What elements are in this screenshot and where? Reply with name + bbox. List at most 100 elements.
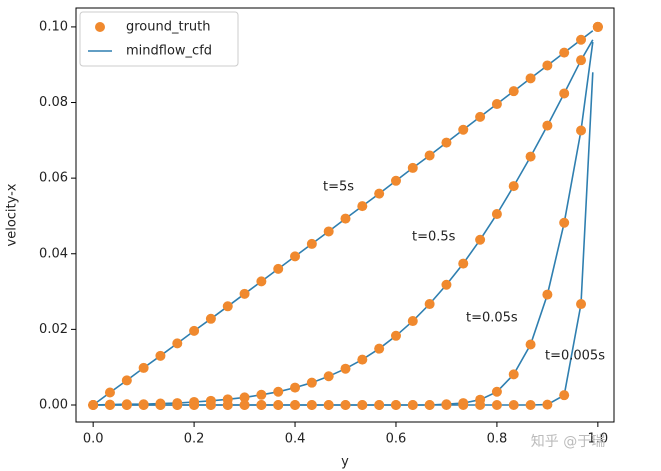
truth-point (172, 399, 183, 410)
truth-point (104, 399, 115, 410)
truth-point (189, 325, 200, 336)
truth-point (222, 399, 233, 410)
y-tick-label: 0.08 (39, 95, 68, 110)
truth-point (290, 251, 301, 262)
truth-point (205, 399, 216, 410)
truth-point (290, 382, 301, 393)
truth-point (323, 399, 334, 410)
truth-point (592, 21, 603, 32)
curve-annotation: t=0.5s (412, 230, 456, 245)
truth-point (104, 387, 115, 398)
truth-point (542, 120, 553, 131)
truth-point (374, 188, 385, 199)
truth-point (441, 279, 452, 290)
truth-point (559, 217, 570, 228)
truth-point (424, 299, 435, 310)
truth-point (273, 263, 284, 274)
truth-point (525, 399, 536, 410)
truth-point (222, 301, 233, 312)
truth-point (306, 238, 317, 249)
truth-point (239, 288, 250, 299)
x-tick-label: 0.6 (386, 432, 407, 447)
truth-point (138, 399, 149, 410)
truth-point (390, 399, 401, 410)
truth-point (290, 399, 301, 410)
truth-point (189, 399, 200, 410)
truth-point (374, 343, 385, 354)
truth-point (323, 371, 334, 382)
legend-label: ground_truth (126, 20, 211, 35)
truth-point (407, 162, 418, 173)
legend-label: mindflow_cfd (126, 44, 212, 59)
truth-point (121, 399, 132, 410)
curve-annotation: t=0.005s (545, 349, 605, 364)
truth-point (340, 213, 351, 224)
truth-point (491, 209, 502, 220)
truth-point (559, 88, 570, 99)
truth-point (508, 369, 519, 380)
truth-point (458, 399, 469, 410)
x-tick-label: 1.0 (588, 432, 609, 447)
truth-point (559, 390, 570, 401)
truth-point (491, 99, 502, 110)
truth-point (172, 338, 183, 349)
truth-point (424, 399, 435, 410)
truth-point (475, 111, 486, 122)
truth-point (407, 399, 418, 410)
truth-point (458, 258, 469, 269)
truth-point (239, 392, 250, 403)
truth-point (390, 330, 401, 341)
truth-point (155, 399, 166, 410)
truth-point (508, 181, 519, 192)
truth-point (491, 386, 502, 397)
truth-point (340, 363, 351, 374)
truth-point (306, 399, 317, 410)
truth-point (525, 339, 536, 350)
truth-point (390, 175, 401, 186)
y-tick-label: 0.04 (39, 246, 68, 261)
truth-point (576, 299, 587, 310)
truth-point (407, 316, 418, 327)
truth-point (491, 399, 502, 410)
truth-point (576, 34, 587, 45)
truth-point (441, 399, 452, 410)
truth-point (205, 313, 216, 324)
truth-point (340, 399, 351, 410)
truth-point (155, 350, 166, 361)
truth-point (508, 86, 519, 97)
truth-point (88, 399, 99, 410)
x-tick-label: 0.8 (487, 432, 508, 447)
truth-point (273, 399, 284, 410)
y-tick-label: 0.06 (39, 171, 68, 186)
truth-point (138, 362, 149, 373)
truth-point (542, 289, 553, 300)
y-tick-label: 0.00 (39, 397, 68, 412)
y-axis-label: velocity-x (5, 183, 20, 246)
truth-point (357, 399, 368, 410)
y-tick-label: 0.02 (39, 322, 68, 337)
truth-point (508, 399, 519, 410)
x-axis-label: y (341, 455, 349, 470)
y-tick-label: 0.10 (39, 19, 68, 34)
truth-point (525, 151, 536, 162)
truth-point (475, 234, 486, 245)
legend-marker (95, 22, 105, 32)
curve-annotation: t=0.05s (466, 311, 518, 326)
truth-point (475, 399, 486, 410)
truth-point (121, 375, 132, 386)
truth-point (357, 354, 368, 365)
truth-point (542, 399, 553, 410)
plot-frame (75, 7, 615, 423)
truth-point (559, 47, 570, 58)
x-tick-label: 0.2 (184, 432, 205, 447)
truth-point (239, 399, 250, 410)
truth-point (525, 73, 536, 84)
truth-point (542, 60, 553, 71)
truth-point (458, 124, 469, 135)
x-tick-label: 0.4 (285, 432, 306, 447)
watermark: 知乎 @于瑞 (531, 433, 605, 450)
curve-annotation: t=5s (323, 180, 354, 195)
truth-point (424, 150, 435, 161)
truth-point (306, 377, 317, 388)
truth-point (256, 389, 267, 400)
